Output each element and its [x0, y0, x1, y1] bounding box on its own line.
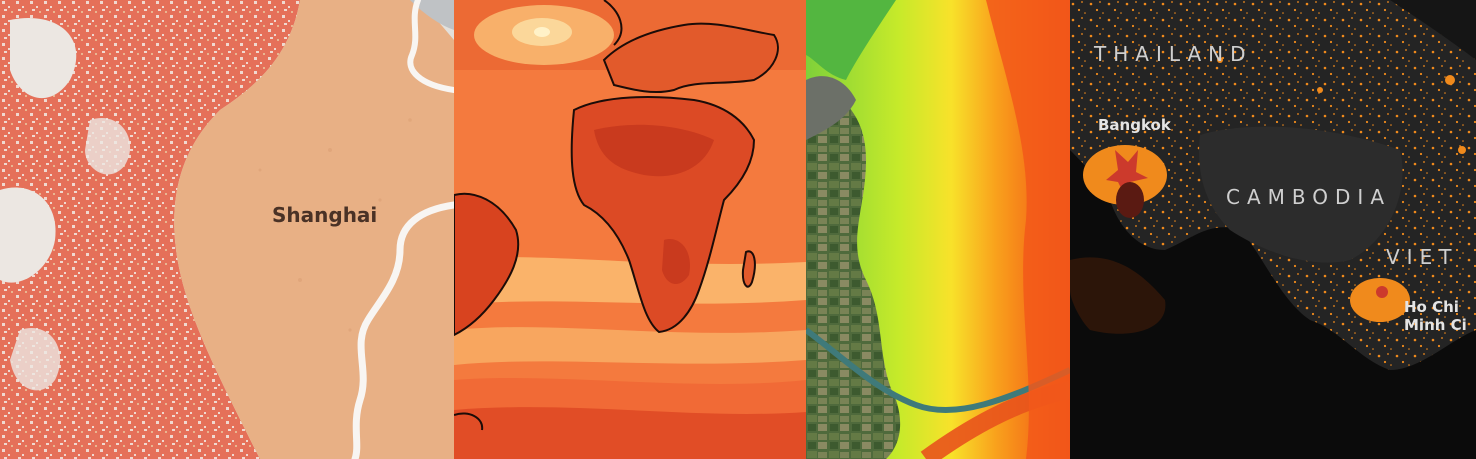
country-label-vietnam: VIET	[1386, 245, 1459, 269]
terrain-elevation-map	[806, 0, 1070, 459]
terrain-map-graphic	[806, 0, 1070, 459]
night-lights-map: THAILAND CAMBODIA VIET Bangkok Ho Chi Mi…	[1070, 0, 1476, 459]
shanghai-map-graphic	[0, 0, 454, 459]
country-label-thailand: THAILAND	[1094, 42, 1253, 66]
city-label-bangkok: Bangkok	[1098, 116, 1171, 134]
city-label-ho-chi-minh-line2: Minh Ci	[1404, 316, 1467, 334]
shanghai-urban-map: Shanghai	[0, 0, 454, 459]
city-label-shanghai: Shanghai	[272, 203, 378, 227]
city-label-ho-chi-minh-line1: Ho Chi	[1404, 298, 1459, 316]
climate-temperature-map	[454, 0, 806, 459]
night-lights-map-graphic	[1070, 0, 1476, 459]
climate-map-graphic	[454, 0, 806, 459]
country-label-cambodia: CAMBODIA	[1226, 185, 1391, 209]
